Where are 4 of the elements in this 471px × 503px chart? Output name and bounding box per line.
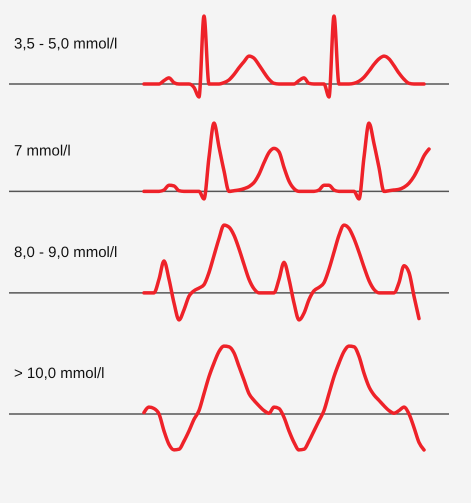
text: 8,0 - 9,0 mmol/l	[14, 244, 118, 262]
text: 7 mmol/l	[14, 142, 71, 160]
text: 3,5 - 5,0 mmol/l	[14, 35, 118, 52]
text: > 10,0 mmol/l	[14, 365, 104, 382]
